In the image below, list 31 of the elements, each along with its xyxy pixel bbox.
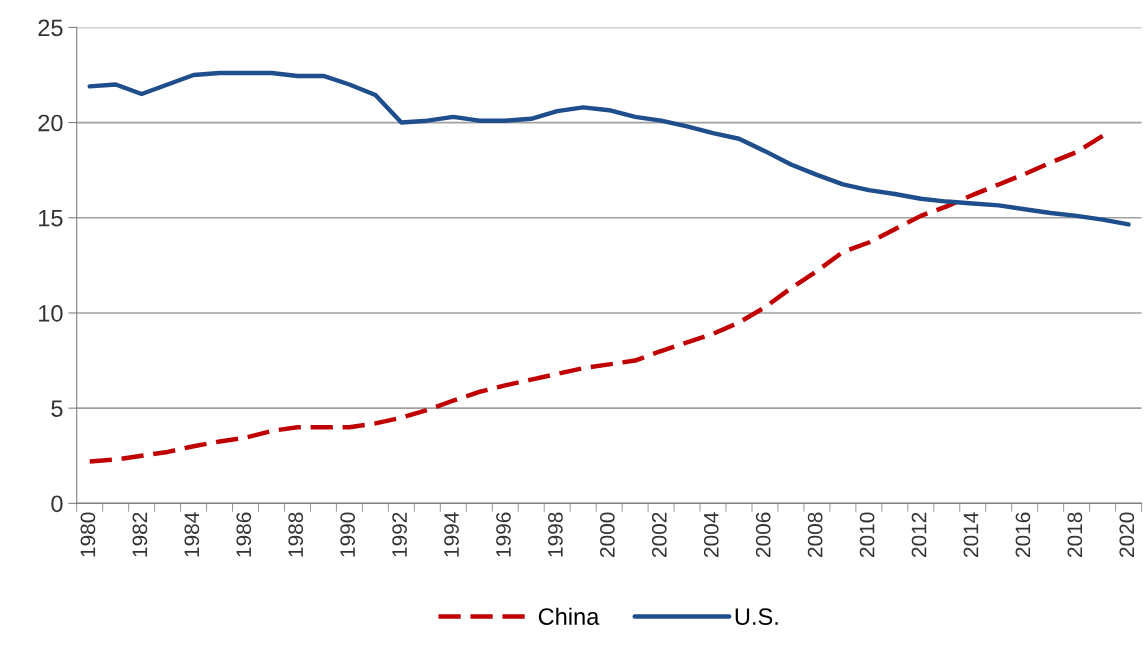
- x-tick-label: 2000: [599, 512, 615, 557]
- x-tick-label: 1994: [444, 512, 459, 557]
- x-tick-label: 1998: [548, 512, 563, 557]
- line-series: [87, 70, 1131, 227]
- x-tick-label: 1990: [340, 512, 356, 557]
- x-tick-label: 2004: [703, 512, 719, 557]
- x-tick-label: 1986: [236, 512, 252, 557]
- x-tick-label: 1996: [496, 512, 511, 557]
- x-tick-label: 1988: [288, 512, 304, 557]
- line-series: [87, 133, 1105, 464]
- x-tick-label: 2010: [859, 512, 875, 557]
- x-tick-label: 1980: [80, 512, 96, 557]
- y-tick-label: 10: [39, 305, 63, 322]
- x-tick-label: 2008: [807, 512, 823, 557]
- x-tick-label: 2020: [1119, 512, 1135, 557]
- y-tick-label: 5: [51, 400, 63, 417]
- x-tick-label: 1984: [184, 512, 200, 557]
- x-tick-label: 2012: [911, 512, 927, 557]
- legend-label: U.S.: [735, 608, 778, 625]
- x-tick-label: 2002: [651, 512, 667, 557]
- legend-label: China: [538, 607, 600, 625]
- x-tick-label: 1982: [132, 512, 148, 557]
- x-tick-label: 2006: [755, 512, 771, 557]
- y-tick-label: 0: [51, 495, 63, 513]
- y-tick-label: 15: [39, 210, 63, 227]
- y-tick-label: 20: [38, 114, 63, 132]
- x-tick-label: 2016: [1015, 512, 1031, 557]
- x-tick-label: 1992: [392, 512, 407, 557]
- x-tick-label: 2018: [1067, 512, 1083, 557]
- x-tick-label: 2014: [963, 512, 979, 557]
- y-tick-label: 25: [38, 19, 63, 37]
